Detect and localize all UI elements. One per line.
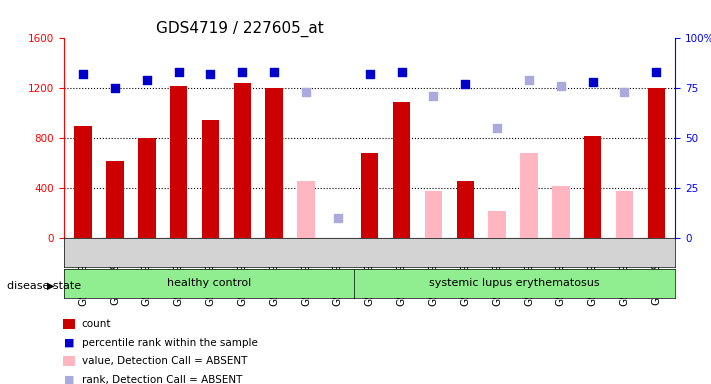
- Text: disease state: disease state: [7, 281, 81, 291]
- Point: [269, 69, 280, 75]
- Point: [428, 93, 439, 99]
- Bar: [552, 186, 570, 238]
- Point: [141, 77, 152, 83]
- Text: ■: ■: [64, 375, 74, 384]
- Bar: [424, 190, 442, 238]
- Bar: [297, 180, 315, 238]
- Point: [300, 89, 311, 95]
- Bar: [202, 119, 219, 238]
- Point: [237, 69, 248, 75]
- Point: [651, 69, 662, 75]
- Bar: [392, 102, 410, 238]
- Point: [77, 71, 89, 78]
- Text: percentile rank within the sample: percentile rank within the sample: [82, 338, 257, 348]
- Text: ■: ■: [64, 338, 74, 348]
- Point: [396, 69, 407, 75]
- Bar: [456, 180, 474, 238]
- Text: systemic lupus erythematosus: systemic lupus erythematosus: [429, 278, 600, 288]
- Bar: [170, 86, 188, 238]
- Bar: [75, 126, 92, 238]
- Bar: [234, 83, 251, 238]
- Point: [619, 89, 630, 95]
- Bar: [265, 88, 283, 238]
- Point: [555, 83, 567, 89]
- Text: count: count: [82, 319, 111, 329]
- Bar: [138, 138, 156, 238]
- Point: [587, 79, 599, 85]
- Bar: [584, 136, 602, 238]
- Point: [491, 125, 503, 131]
- Point: [523, 77, 535, 83]
- Point: [205, 71, 216, 78]
- Text: healthy control: healthy control: [166, 278, 251, 288]
- Text: value, Detection Call = ABSENT: value, Detection Call = ABSENT: [82, 356, 247, 366]
- Point: [173, 69, 184, 75]
- Text: rank, Detection Call = ABSENT: rank, Detection Call = ABSENT: [82, 375, 242, 384]
- Point: [332, 215, 343, 221]
- Point: [459, 81, 471, 88]
- Bar: [488, 210, 506, 238]
- Bar: [361, 153, 378, 238]
- Point: [109, 85, 121, 91]
- Bar: [648, 88, 665, 238]
- Bar: [616, 190, 634, 238]
- Bar: [520, 153, 538, 238]
- Text: GDS4719 / 227605_at: GDS4719 / 227605_at: [156, 21, 324, 37]
- Bar: [106, 161, 124, 238]
- Text: ▶: ▶: [46, 281, 54, 291]
- Point: [364, 71, 375, 78]
